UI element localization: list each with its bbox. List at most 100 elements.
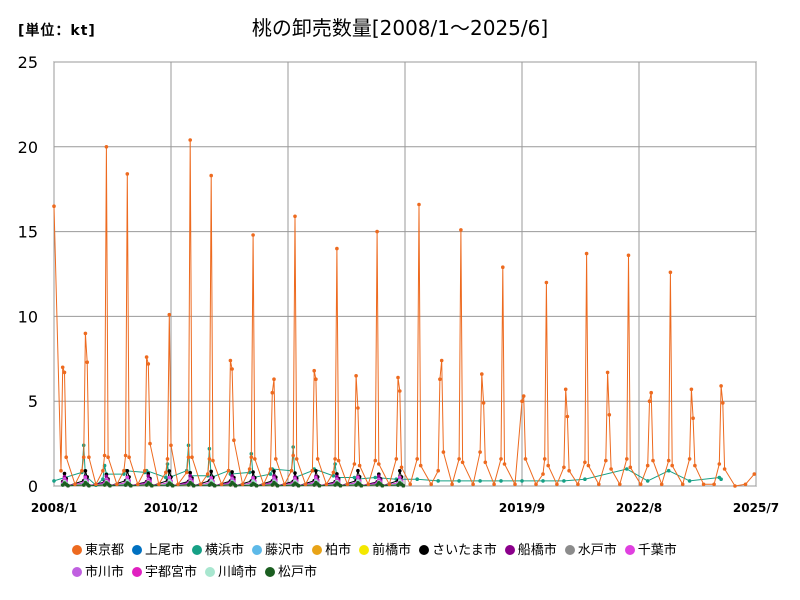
legend-item: 前橋市 xyxy=(359,540,411,562)
series-0-point xyxy=(81,455,86,460)
series-0-point xyxy=(478,450,482,454)
x-tick-label: 2025/7 xyxy=(733,501,779,515)
legend-item: 横浜市 xyxy=(192,540,244,562)
series-0-point xyxy=(565,414,570,419)
series-0-point xyxy=(352,462,357,466)
series-0-point xyxy=(502,462,507,466)
series-0-point xyxy=(230,367,234,371)
series-13-point xyxy=(191,483,196,488)
series-0-point xyxy=(733,484,737,488)
series-0-point xyxy=(354,374,358,378)
series-0-point xyxy=(253,457,257,461)
series-0-point xyxy=(693,463,697,468)
series-2-point xyxy=(478,479,482,483)
series-0-point xyxy=(94,482,98,487)
series-0-point xyxy=(127,455,131,460)
series-2-point xyxy=(541,479,545,483)
series-6-point xyxy=(293,471,297,475)
series-0-point xyxy=(499,457,503,461)
y-tick-label: 15 xyxy=(18,223,38,242)
legend-item: 東京都 xyxy=(72,540,124,562)
series-0-point xyxy=(282,482,287,487)
series-0-point xyxy=(417,202,421,207)
series-0-point xyxy=(668,270,673,275)
x-tick-label: 2010/12 xyxy=(144,501,198,515)
series-2-point xyxy=(583,477,587,482)
x-tick-label: 2022/8 xyxy=(616,501,662,515)
series-0-point xyxy=(513,482,517,487)
series-0-point xyxy=(520,399,524,404)
series-0-point xyxy=(331,470,336,475)
series-13-point xyxy=(108,483,112,488)
series-13-point xyxy=(87,483,91,488)
legend-label: 柏市 xyxy=(325,543,352,558)
y-tick-label: 0 xyxy=(28,477,38,496)
legend-label: 上尾市 xyxy=(145,543,185,558)
series-0-point xyxy=(186,455,191,460)
series-0-point xyxy=(52,204,56,208)
series-0-point xyxy=(315,457,320,461)
series-13-point xyxy=(338,483,343,488)
series-0-point xyxy=(294,457,299,461)
legend-label: さいたま市 xyxy=(432,543,497,558)
series-0-point xyxy=(80,468,84,473)
series-0-point xyxy=(146,362,151,366)
series-7-point xyxy=(230,474,234,478)
series-0-point xyxy=(366,482,371,487)
series-0-point xyxy=(157,482,161,487)
series-0-point xyxy=(64,455,68,460)
y-tick-label: 5 xyxy=(28,392,38,411)
series-2-point xyxy=(562,479,566,483)
series-0-point xyxy=(645,463,650,468)
series-9-point xyxy=(398,475,402,480)
series-0-point xyxy=(125,172,130,176)
series-0-point xyxy=(563,387,568,392)
series-0-point xyxy=(198,482,203,487)
series-0-point xyxy=(205,472,210,476)
series-0-point xyxy=(691,416,695,421)
series-13-point xyxy=(296,483,301,488)
series-0-point xyxy=(555,482,559,487)
series-6-point xyxy=(230,470,234,474)
series-0-point xyxy=(418,463,423,468)
series-0-point xyxy=(567,468,571,473)
series-0-point xyxy=(251,233,255,237)
series-6-point xyxy=(188,470,192,475)
series-0-point xyxy=(303,482,308,487)
legend-swatch xyxy=(265,567,276,577)
series-0-point xyxy=(169,443,173,448)
series-7-point xyxy=(377,474,381,478)
legend-label: 前橋市 xyxy=(372,543,412,558)
legend-swatch xyxy=(564,545,575,555)
legend-swatch xyxy=(205,567,216,577)
series-0-point xyxy=(373,458,378,463)
series-6-point xyxy=(335,472,339,476)
legend-label: 横浜市 xyxy=(205,543,245,558)
legend-label: 宇都宮市 xyxy=(145,565,198,580)
series-9-point xyxy=(167,475,172,480)
series-0-point xyxy=(312,368,317,373)
y-tick-label: 10 xyxy=(18,307,38,326)
series-0-point xyxy=(429,482,434,487)
x-tick-label: 2008/1 xyxy=(31,501,77,515)
series-0-point xyxy=(209,173,213,178)
series-0-point xyxy=(291,453,296,458)
series-0-point xyxy=(471,482,475,487)
series-0-point xyxy=(459,228,463,232)
series-0-point xyxy=(83,331,88,336)
series-0-point xyxy=(436,468,441,473)
series-2-point xyxy=(415,477,420,482)
series-2-point xyxy=(625,467,629,471)
series-0-point xyxy=(333,457,337,461)
series-0-point xyxy=(605,370,610,375)
series-7-point xyxy=(188,474,192,478)
series-0-point xyxy=(59,468,63,473)
series-13-point xyxy=(212,483,217,488)
series-0-point xyxy=(719,384,723,388)
series-0-point xyxy=(722,467,727,471)
series-6-point xyxy=(272,469,276,474)
series-13-point xyxy=(254,483,259,488)
series-7-point xyxy=(104,474,109,479)
series-0-point xyxy=(546,463,550,468)
series-0-point xyxy=(336,458,341,463)
